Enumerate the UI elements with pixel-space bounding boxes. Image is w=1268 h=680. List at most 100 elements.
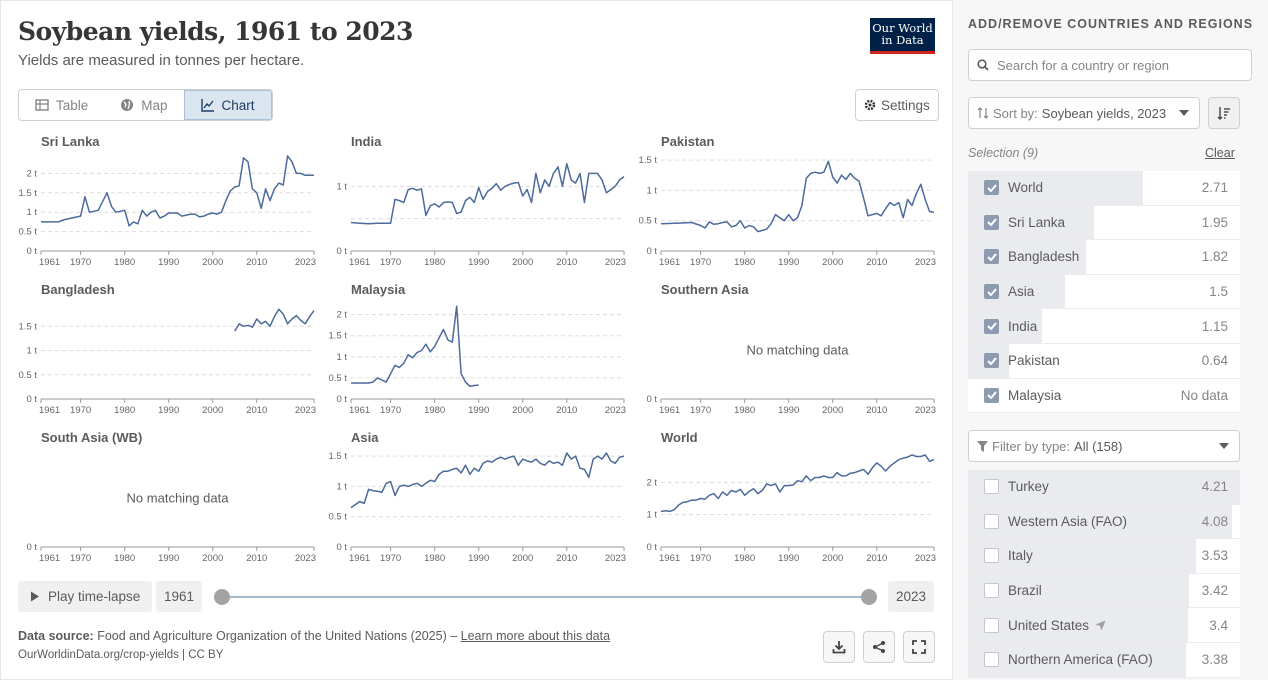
entity-checkbox[interactable]	[984, 548, 999, 564]
entity-label: Italy	[1008, 548, 1033, 564]
tab-map[interactable]: Map	[104, 90, 183, 120]
series-line[interactable]	[350, 162, 625, 225]
entity-row[interactable]: Brazil 3.42	[968, 573, 1240, 609]
x-tick-label: 2010	[556, 405, 577, 416]
panel-title: Pakistan	[661, 134, 715, 149]
settings-button[interactable]: Settings	[855, 89, 939, 121]
entity-checkbox[interactable]	[984, 387, 999, 403]
learn-more-link[interactable]: Learn more about this data	[460, 629, 611, 643]
end-handle[interactable]	[861, 589, 877, 605]
value-bar	[968, 608, 1188, 642]
start-year-box[interactable]: 1961	[156, 581, 203, 612]
entity-checkbox[interactable]	[984, 583, 999, 599]
filter-dropdown[interactable]: Filter by type: All (158)	[968, 430, 1240, 462]
entity-row[interactable]: India 1.15	[968, 309, 1240, 344]
fullscreen-button[interactable]	[903, 631, 935, 663]
sort-dropdown[interactable]: Sort by: Soybean yields, 2023	[968, 97, 1200, 129]
entity-value: 3.42	[1201, 583, 1228, 599]
entity-row[interactable]: Pakistan 0.64	[968, 343, 1240, 379]
expand-icon	[912, 640, 926, 654]
x-tick-label: 2010	[556, 257, 577, 268]
play-timelapse-button[interactable]: Play time-lapse	[18, 581, 153, 612]
x-tick-label: 1980	[424, 553, 445, 564]
entity-value: 1.5	[1209, 284, 1228, 300]
play-icon	[31, 591, 39, 602]
y-tick-label: 1 t	[336, 352, 347, 363]
sort-order-button[interactable]	[1208, 97, 1240, 129]
entity-label: Pakistan	[1008, 353, 1060, 369]
entity-name: Brazil	[1008, 583, 1202, 598]
x-tick-label: 1961	[659, 553, 680, 564]
entity-checkbox[interactable]	[984, 652, 999, 668]
x-tick-label: 2000	[822, 257, 843, 268]
entity-checkbox[interactable]	[984, 214, 999, 230]
clear-selection-link[interactable]: Clear	[1205, 146, 1235, 160]
series-line[interactable]	[41, 155, 314, 227]
entity-checkbox[interactable]	[984, 284, 999, 300]
entity-row[interactable]: Sri Lanka 1.95	[968, 205, 1240, 241]
x-tick-label: 1990	[468, 405, 489, 416]
value-bar	[968, 504, 1232, 539]
entity-label: Northern America (FAO)	[1008, 652, 1153, 668]
filter-label: Filter by type:	[992, 438, 1071, 454]
entity-checkbox[interactable]	[984, 479, 999, 495]
small-multiples-chart: Sri Lanka 0 t 0.5 t 1 t 1.5 t 2 t 1961 1970 1980…	[19, 134, 937, 564]
series-line[interactable]	[660, 454, 935, 513]
end-year-box[interactable]: 2023	[888, 581, 935, 612]
series-line[interactable]	[350, 452, 625, 509]
panel-title: South Asia (WB)	[41, 430, 142, 445]
series-line[interactable]	[351, 305, 479, 388]
x-tick-label: 2010	[246, 553, 267, 564]
y-tick-label: 0 t	[646, 394, 657, 405]
series-line[interactable]	[660, 160, 935, 233]
entity-checkbox[interactable]	[984, 513, 999, 529]
entity-checkbox[interactable]	[984, 353, 999, 369]
panel-bangladesh: Bangladesh 0 t 0.5 t 1 t 1.5 t 1961 1970 1980 19…	[19, 282, 317, 416]
entity-checkbox[interactable]	[984, 180, 999, 196]
entity-row[interactable]: Asia 1.5	[968, 274, 1240, 310]
entity-row[interactable]: United States 3.4	[968, 608, 1240, 643]
tab-table[interactable]: Table	[19, 90, 104, 120]
entity-checkbox[interactable]	[984, 249, 999, 265]
entity-label: Asia	[1008, 284, 1035, 300]
check-icon	[986, 218, 997, 227]
entity-row[interactable]: Turkey 4.21	[968, 470, 1240, 505]
search-input[interactable]: Search for a country or region	[968, 49, 1252, 81]
entity-row[interactable]: Western Asia (FAO) 4.08	[968, 504, 1240, 540]
x-tick-label: 1970	[380, 257, 401, 268]
entity-name: World	[1008, 180, 1202, 195]
entity-row[interactable]: Italy 3.53	[968, 539, 1240, 574]
x-tick-label: 2000	[512, 553, 533, 564]
entity-checkbox[interactable]	[984, 617, 999, 633]
entity-row[interactable]: Malaysia No data	[968, 378, 1240, 414]
y-tick-label: 0 t	[646, 246, 657, 257]
timeline-slider[interactable]	[222, 596, 869, 598]
series-line[interactable]	[234, 308, 315, 332]
entity-value: 4.21	[1201, 479, 1228, 495]
x-tick-label: 2023	[605, 405, 626, 416]
entity-row[interactable]: World 2.71	[968, 171, 1240, 206]
entity-name: United States	[1008, 618, 1209, 633]
download-button[interactable]	[823, 631, 855, 663]
source-url[interactable]: OurWorldinData.org/crop-yields | CC BY	[18, 649, 224, 661]
x-tick-label: 1961	[39, 553, 60, 564]
x-tick-label: 1990	[158, 257, 179, 268]
y-tick-label: 0.5 t	[329, 512, 348, 523]
entity-checkbox[interactable]	[984, 318, 999, 334]
x-tick-label: 1990	[158, 405, 179, 416]
entity-row[interactable]: Northern America (FAO) 3.38	[968, 642, 1240, 678]
y-tick-label: 0.5 t	[329, 373, 348, 384]
x-tick-label: 1980	[734, 553, 755, 564]
start-handle[interactable]	[214, 589, 230, 605]
source-text: Food and Agriculture Organization of the…	[97, 629, 458, 643]
share-button[interactable]	[863, 631, 895, 663]
x-tick-label: 2000	[512, 405, 533, 416]
owid-logo[interactable]: Our World in Data	[870, 18, 935, 54]
panel-malaysia: Malaysia 0 t 0.5 t 1 t 1.5 t 2 t 1961 1970 1980 1…	[329, 282, 627, 416]
tab-chart[interactable]: Chart	[183, 90, 272, 120]
x-tick-label: 1980	[734, 257, 755, 268]
source-label: Data source:	[18, 629, 94, 643]
x-tick-label: 2000	[202, 405, 223, 416]
entity-row[interactable]: Bangladesh 1.82	[968, 240, 1240, 275]
